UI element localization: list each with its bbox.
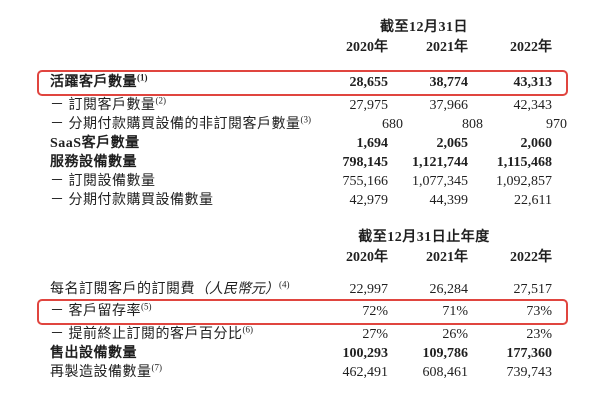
period-header: 截至12月31日 [380,20,468,35]
year-header-2022: 2022年 [510,40,552,55]
value-2020: 28,655 [349,75,389,90]
year-header-2022: 2022年 [510,250,552,265]
row-subscription-fee-per-customer: 每名訂閱客戶的訂閱費（人民幣元）(4) 22,997 26,284 27,517 [50,280,552,299]
year-header-row: 2020年 2021年 2022年 [50,38,552,58]
row-label: － 分期付款購買設備的非訂閱客戶數量(3) [50,114,312,132]
year-header-2021: 2021年 [426,40,468,55]
value-2021: 2,065 [436,136,469,151]
currency-note: （人民幣元） [195,282,279,297]
value-2020: 100,293 [342,346,389,361]
year-header-row: 2020年 2021年 2022年 [50,248,552,268]
row-subscription-devices: － 訂閱設備數量 755,166 1,077,345 1,092,857 [50,172,552,191]
row-active-customers: 活躍客戶數量(1) 28,655 38,774 43,313 [37,70,568,96]
row-saas-customers: SaaS客戶數量 1,694 2,065 2,060 [50,134,552,153]
value-2020: 27,975 [349,98,389,113]
table2-rows: 每名訂閱客戶的訂閱費（人民幣元）(4) 22,997 26,284 27,517… [37,280,568,382]
value-2020: 680 [382,117,403,132]
footnote-marker: (7) [151,362,163,373]
row-devices-sold: 售出設備數量 100,293 109,786 177,360 [50,344,552,363]
value-2021: 1,121,744 [412,155,468,170]
value-2021: 44,399 [429,193,469,208]
row-label: － 提前終止訂閱的客戶百分比(6) [50,324,254,342]
row-nonsubscription-installment-customers: － 分期付款購買設備的非訂閱客戶數量(3) 680 808 970 [50,114,567,134]
value-2020: 42,979 [349,193,389,208]
footnote-marker: (2) [155,95,167,106]
footnote-marker: (5) [141,301,152,312]
value-2021: 26,284 [429,282,469,297]
value-2021: 37,966 [429,98,469,113]
value-2021: 26% [442,327,468,342]
value-2021: 109,786 [422,346,469,361]
row-customer-retention-rate: － 客戶留存率(5) 72% 71% 73% [37,299,568,325]
row-label: － 訂閱設備數量 [50,174,156,189]
value-2020: 462,491 [342,365,389,380]
row-remanufactured-devices: 再製造設備數量(7) 462,491 608,461 739,743 [50,363,552,382]
footnote-marker: (1) [137,72,148,83]
value-2022: 970 [546,117,567,132]
value-2022: 43,313 [513,75,553,90]
year-header-2021: 2021年 [426,250,468,265]
row-label: 再製造設備數量(7) [50,362,163,380]
row-label: SaaS客戶數量 [50,136,140,151]
value-2022: 23% [526,327,552,342]
period-header-row: 截至12月31日 [50,18,552,38]
value-2022: 177,360 [506,346,553,361]
footnote-marker: (4) [279,279,290,290]
row-label: 每名訂閱客戶的訂閱費（人民幣元）(4) [50,279,290,297]
value-2020: 27% [362,327,388,342]
value-2020: 1,694 [356,136,389,151]
row-label: 售出設備數量 [50,346,137,361]
value-2021: 1,077,345 [412,174,468,189]
value-2022: 739,743 [506,365,553,380]
value-2020: 72% [362,304,388,319]
value-2022: 73% [526,304,552,319]
footnote-marker: (6) [242,324,254,335]
value-2020: 22,997 [349,282,389,297]
value-2021: 71% [442,304,468,319]
row-serviced-devices: 服務設備數量 798,145 1,121,744 1,115,468 [50,153,552,172]
value-2021: 808 [462,117,483,132]
value-2021: 38,774 [429,75,469,90]
year-header-2020: 2020年 [346,250,388,265]
row-label: 活躍客戶數量(1) [50,72,148,90]
table1-rows: 活躍客戶數量(1) 28,655 38,774 43,313 － 訂閱客戶數量(… [37,70,568,210]
row-subscription-customers: － 訂閱客戶數量(2) 27,975 37,966 42,343 [50,96,552,115]
value-2022: 22,611 [514,193,552,208]
value-2020: 798,145 [342,155,389,170]
value-2022: 2,060 [520,136,553,151]
row-label: － 訂閱客戶數量(2) [50,95,167,113]
row-label: 服務設備數量 [50,155,137,170]
metrics-table-year-ended: 截至12月31日止年度 2020年 2021年 2022年 每名訂閱客戶的訂閱費… [37,228,568,382]
year-header-2020: 2020年 [346,40,388,55]
row-installment-purchase-devices: － 分期付款購買設備數量 42,979 44,399 22,611 [50,191,552,210]
value-2021: 608,461 [422,365,469,380]
value-2022: 27,517 [513,282,553,297]
period-header: 截至12月31日止年度 [358,230,490,245]
period-header-row: 截至12月31日止年度 [50,228,552,248]
footnote-marker: (3) [300,114,312,125]
value-2020: 755,166 [342,174,389,189]
row-early-termination-percentage: － 提前終止訂閱的客戶百分比(6) 27% 26% 23% [50,325,552,344]
value-2022: 42,343 [513,98,553,113]
value-2022: 1,115,468 [496,155,552,170]
value-2022: 1,092,857 [496,174,552,189]
row-label: － 分期付款購買設備數量 [50,193,214,208]
metrics-table-period-end: 截至12月31日 2020年 2021年 2022年 活躍客戶數量(1) 28,… [37,18,568,210]
row-label: － 客戶留存率(5) [50,301,152,319]
